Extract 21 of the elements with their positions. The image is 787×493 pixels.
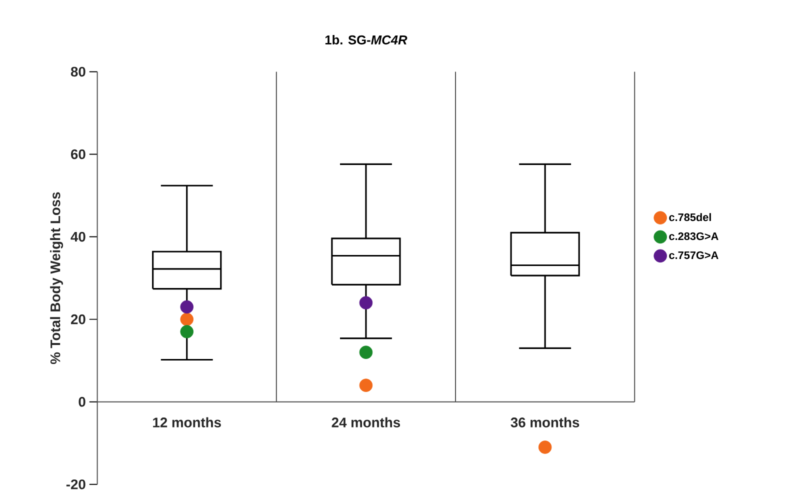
point: [180, 312, 194, 326]
point: [180, 300, 194, 314]
y-tick-label: 0: [78, 397, 86, 407]
y-tick-label: -20: [66, 480, 86, 490]
y-tick-label: 40: [70, 232, 86, 242]
legend-label: c.785del: [669, 213, 711, 222]
legend-label: c.283G>A: [669, 232, 718, 240]
x-tick-label: 24 months: [332, 417, 400, 428]
y-tick-label: 20: [70, 314, 86, 324]
chart-title: 1b. SG-MC4R: [325, 35, 408, 45]
legend-label: c.757G>A: [669, 252, 718, 260]
x-tick-label: 12 months: [153, 417, 221, 428]
point: [359, 296, 373, 310]
x-tick-label: 36 months: [510, 417, 580, 428]
point: [180, 325, 194, 339]
y-tick-label: 80: [70, 67, 86, 77]
point: [359, 378, 373, 392]
y-axis-title: % Total Body Weight Loss: [50, 192, 64, 364]
point: [538, 440, 552, 454]
point: [359, 346, 373, 360]
y-tick-label: 60: [71, 150, 86, 160]
